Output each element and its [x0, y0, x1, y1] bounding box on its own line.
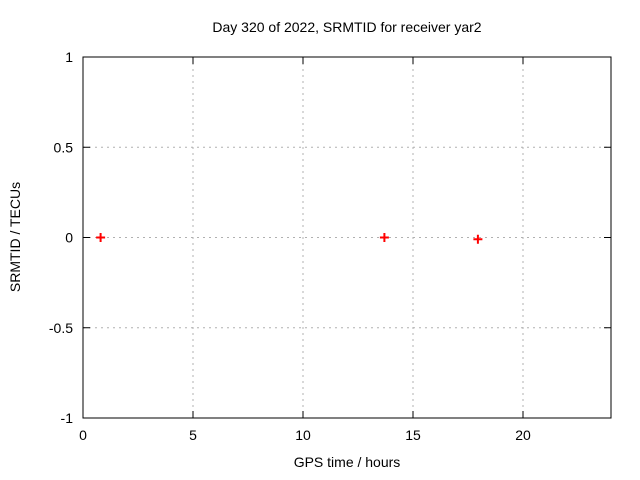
chart-title: Day 320 of 2022, SRMTID for receiver yar… — [212, 19, 482, 35]
x-axis-label: GPS time / hours — [293, 454, 401, 470]
x-tick-label: 20 — [515, 427, 531, 443]
y-tick-label: 0.5 — [54, 139, 74, 155]
data-point-marker — [379, 233, 389, 242]
y-tick-label: -0.5 — [49, 320, 73, 336]
y-tick-label: 1 — [65, 49, 73, 65]
x-tick-label: 15 — [405, 427, 421, 443]
y-tick-label: 0 — [65, 230, 73, 246]
x-tick-label: 10 — [295, 427, 311, 443]
data-point-marker — [96, 233, 106, 242]
x-tick-label: 0 — [79, 427, 87, 443]
data-point-marker — [473, 234, 483, 244]
y-tick-label: -1 — [61, 410, 74, 426]
x-tick-label: 5 — [189, 427, 197, 443]
